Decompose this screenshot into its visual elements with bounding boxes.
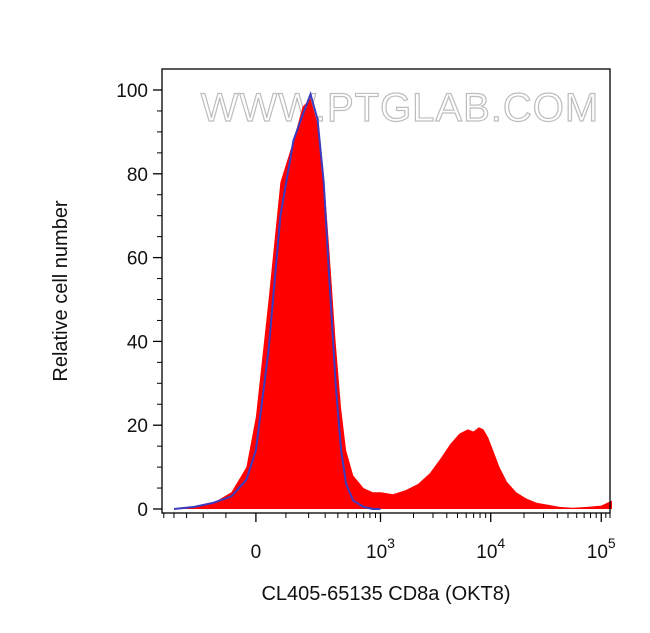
- control-histogram-line: [173, 90, 381, 510]
- y-tick-label: 0: [137, 500, 148, 521]
- y-axis-label: Relative cell number: [50, 200, 72, 382]
- stained-histogram-area: [174, 98, 612, 510]
- x-axis: 0 103 104 105: [251, 513, 616, 563]
- y-tick-label: 100: [116, 81, 148, 102]
- x-tick-label: 0: [251, 542, 262, 563]
- watermark: WWW.PTGLAB.COM: [201, 86, 599, 130]
- y-tick-label: 60: [127, 249, 148, 270]
- x-tick-label: 105: [587, 535, 616, 563]
- y-tick-label: 80: [127, 165, 148, 186]
- y-tick-label: 40: [127, 332, 148, 353]
- x-tick-label: 103: [366, 535, 395, 563]
- x-tick-label: 104: [476, 535, 505, 563]
- y-axis-minor-ticks: [157, 110, 162, 489]
- x-axis-label: CL405-65135 CD8a (OKT8): [261, 583, 510, 605]
- y-axis: 0 20 40 60 80 100: [116, 81, 162, 521]
- plot-frame: [161, 68, 611, 514]
- y-tick-label: 20: [127, 416, 148, 437]
- x-axis-minor-ticks: [163, 513, 611, 518]
